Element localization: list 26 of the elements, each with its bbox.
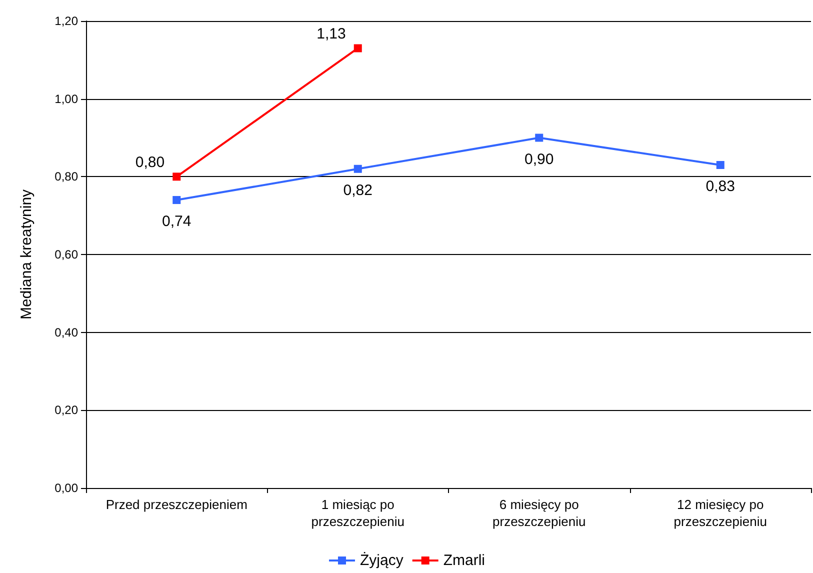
data-label: 0,82 [343, 182, 372, 199]
data-label: 0,80 [135, 154, 165, 172]
y-tick-label: 0,80 [54, 170, 78, 184]
point [172, 172, 181, 181]
data-label: 0,74 [162, 213, 192, 230]
x-tick-label: 1 miesiąc po przeszczepieniu [311, 497, 404, 529]
y-tick-label: 0,60 [54, 248, 78, 262]
data-label: 1,13 [316, 26, 346, 43]
point [716, 160, 724, 169]
y-axis-title: Mediana kreatyniny [18, 188, 35, 320]
x-tick-label: 6 miesięcy po przeszczepieniu [492, 497, 586, 529]
y-tick-label: 1,20 [54, 14, 78, 28]
point [354, 44, 362, 52]
y-tick-label: 1,00 [54, 92, 78, 106]
x-tick-label: 12 miesięcy po przeszczepieniu [674, 497, 767, 529]
y-tick-label: 0,00 [54, 481, 78, 495]
legend-label: Żyjący [360, 551, 404, 569]
point [172, 196, 181, 204]
y-tick-label: 0,20 [54, 403, 78, 418]
point [535, 134, 544, 142]
y-tick-label: 0,40 [54, 325, 78, 340]
x-tick-label: Przed przeszczepieniem [106, 497, 248, 512]
data-label: 0,83 [706, 178, 735, 195]
data-label: 0,90 [524, 150, 554, 168]
point [354, 164, 362, 173]
legend-label: Zmarli [443, 552, 486, 569]
